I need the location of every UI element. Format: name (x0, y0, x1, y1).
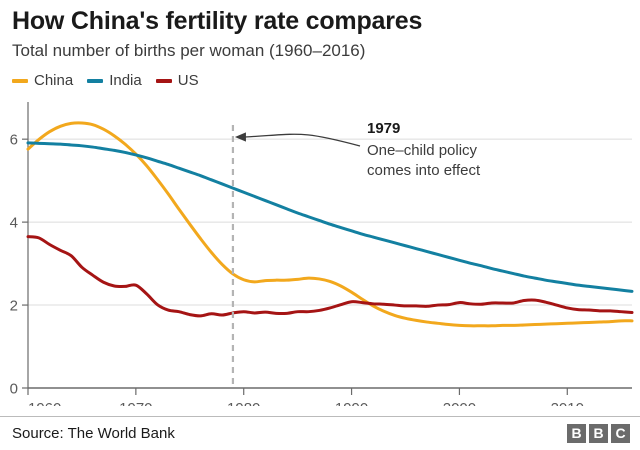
bbc-logo: B B C (567, 424, 630, 443)
legend-item-us[interactable]: US (155, 72, 199, 89)
line-chart-svg: 0 2 4 6 1960 1970 1980 1990 2000 2010 1979 One–c… (10, 102, 634, 406)
legend-label-us: US (177, 72, 199, 89)
annotation-year: 1979 (367, 120, 400, 137)
x-tick-label-1960: 1960 (28, 400, 61, 406)
x-tick-label-2000: 2000 (443, 400, 476, 406)
legend-swatch-india (87, 79, 104, 83)
x-tick-label-2010: 2010 (551, 400, 584, 406)
x-tick-label-1970: 1970 (119, 400, 152, 406)
chart-subtitle: Total number of births per woman (1960–2… (12, 41, 366, 60)
series-line-us (26, 235, 634, 318)
bbc-logo-letter-2: B (589, 424, 608, 443)
y-tick-label-2: 2 (10, 298, 18, 315)
annotation-arrow-icon (244, 133, 361, 147)
x-tick-label-1980: 1980 (227, 400, 260, 406)
annotation-arrowhead-icon (234, 132, 246, 142)
source-text: Source: The World Bank (12, 425, 175, 442)
y-tick-label-4: 4 (10, 215, 18, 232)
legend-item-india[interactable]: India (87, 73, 142, 89)
y-axis: 0 2 4 6 (10, 102, 29, 398)
annotation-callout: 1979 One–child policy comes into effect (234, 120, 481, 179)
legend-label-india: India (109, 72, 142, 89)
chart-title: How China's fertility rate compares (12, 7, 423, 35)
annotation-line-1: One–child policy (367, 142, 478, 159)
legend-item-china[interactable]: China (12, 73, 73, 89)
y-tick-label-0: 0 (10, 381, 18, 398)
chart-footer: Source: The World Bank B B C (0, 416, 640, 450)
legend-label-china: China (34, 72, 74, 89)
bbc-logo-letter-1: B (567, 424, 586, 443)
legend-swatch-us (155, 79, 172, 83)
legend-swatch-china (12, 79, 28, 83)
plot-area: 0 2 4 6 1960 1970 1980 1990 2000 2010 1979 One–c… (0, 96, 640, 406)
x-tick-label-1990: 1990 (335, 400, 368, 406)
annotation-line-2: comes into effect (367, 162, 481, 179)
series-line-china (26, 121, 634, 328)
chart-legend: China India US (12, 62, 628, 91)
gridlines (28, 138, 632, 389)
series-line-india (26, 141, 634, 293)
y-tick-label-6: 6 (10, 132, 18, 149)
series-lines (26, 121, 634, 328)
x-axis: 1960 1970 1980 1990 2000 2010 (27, 388, 584, 406)
bbc-logo-letter-3: C (611, 424, 630, 443)
